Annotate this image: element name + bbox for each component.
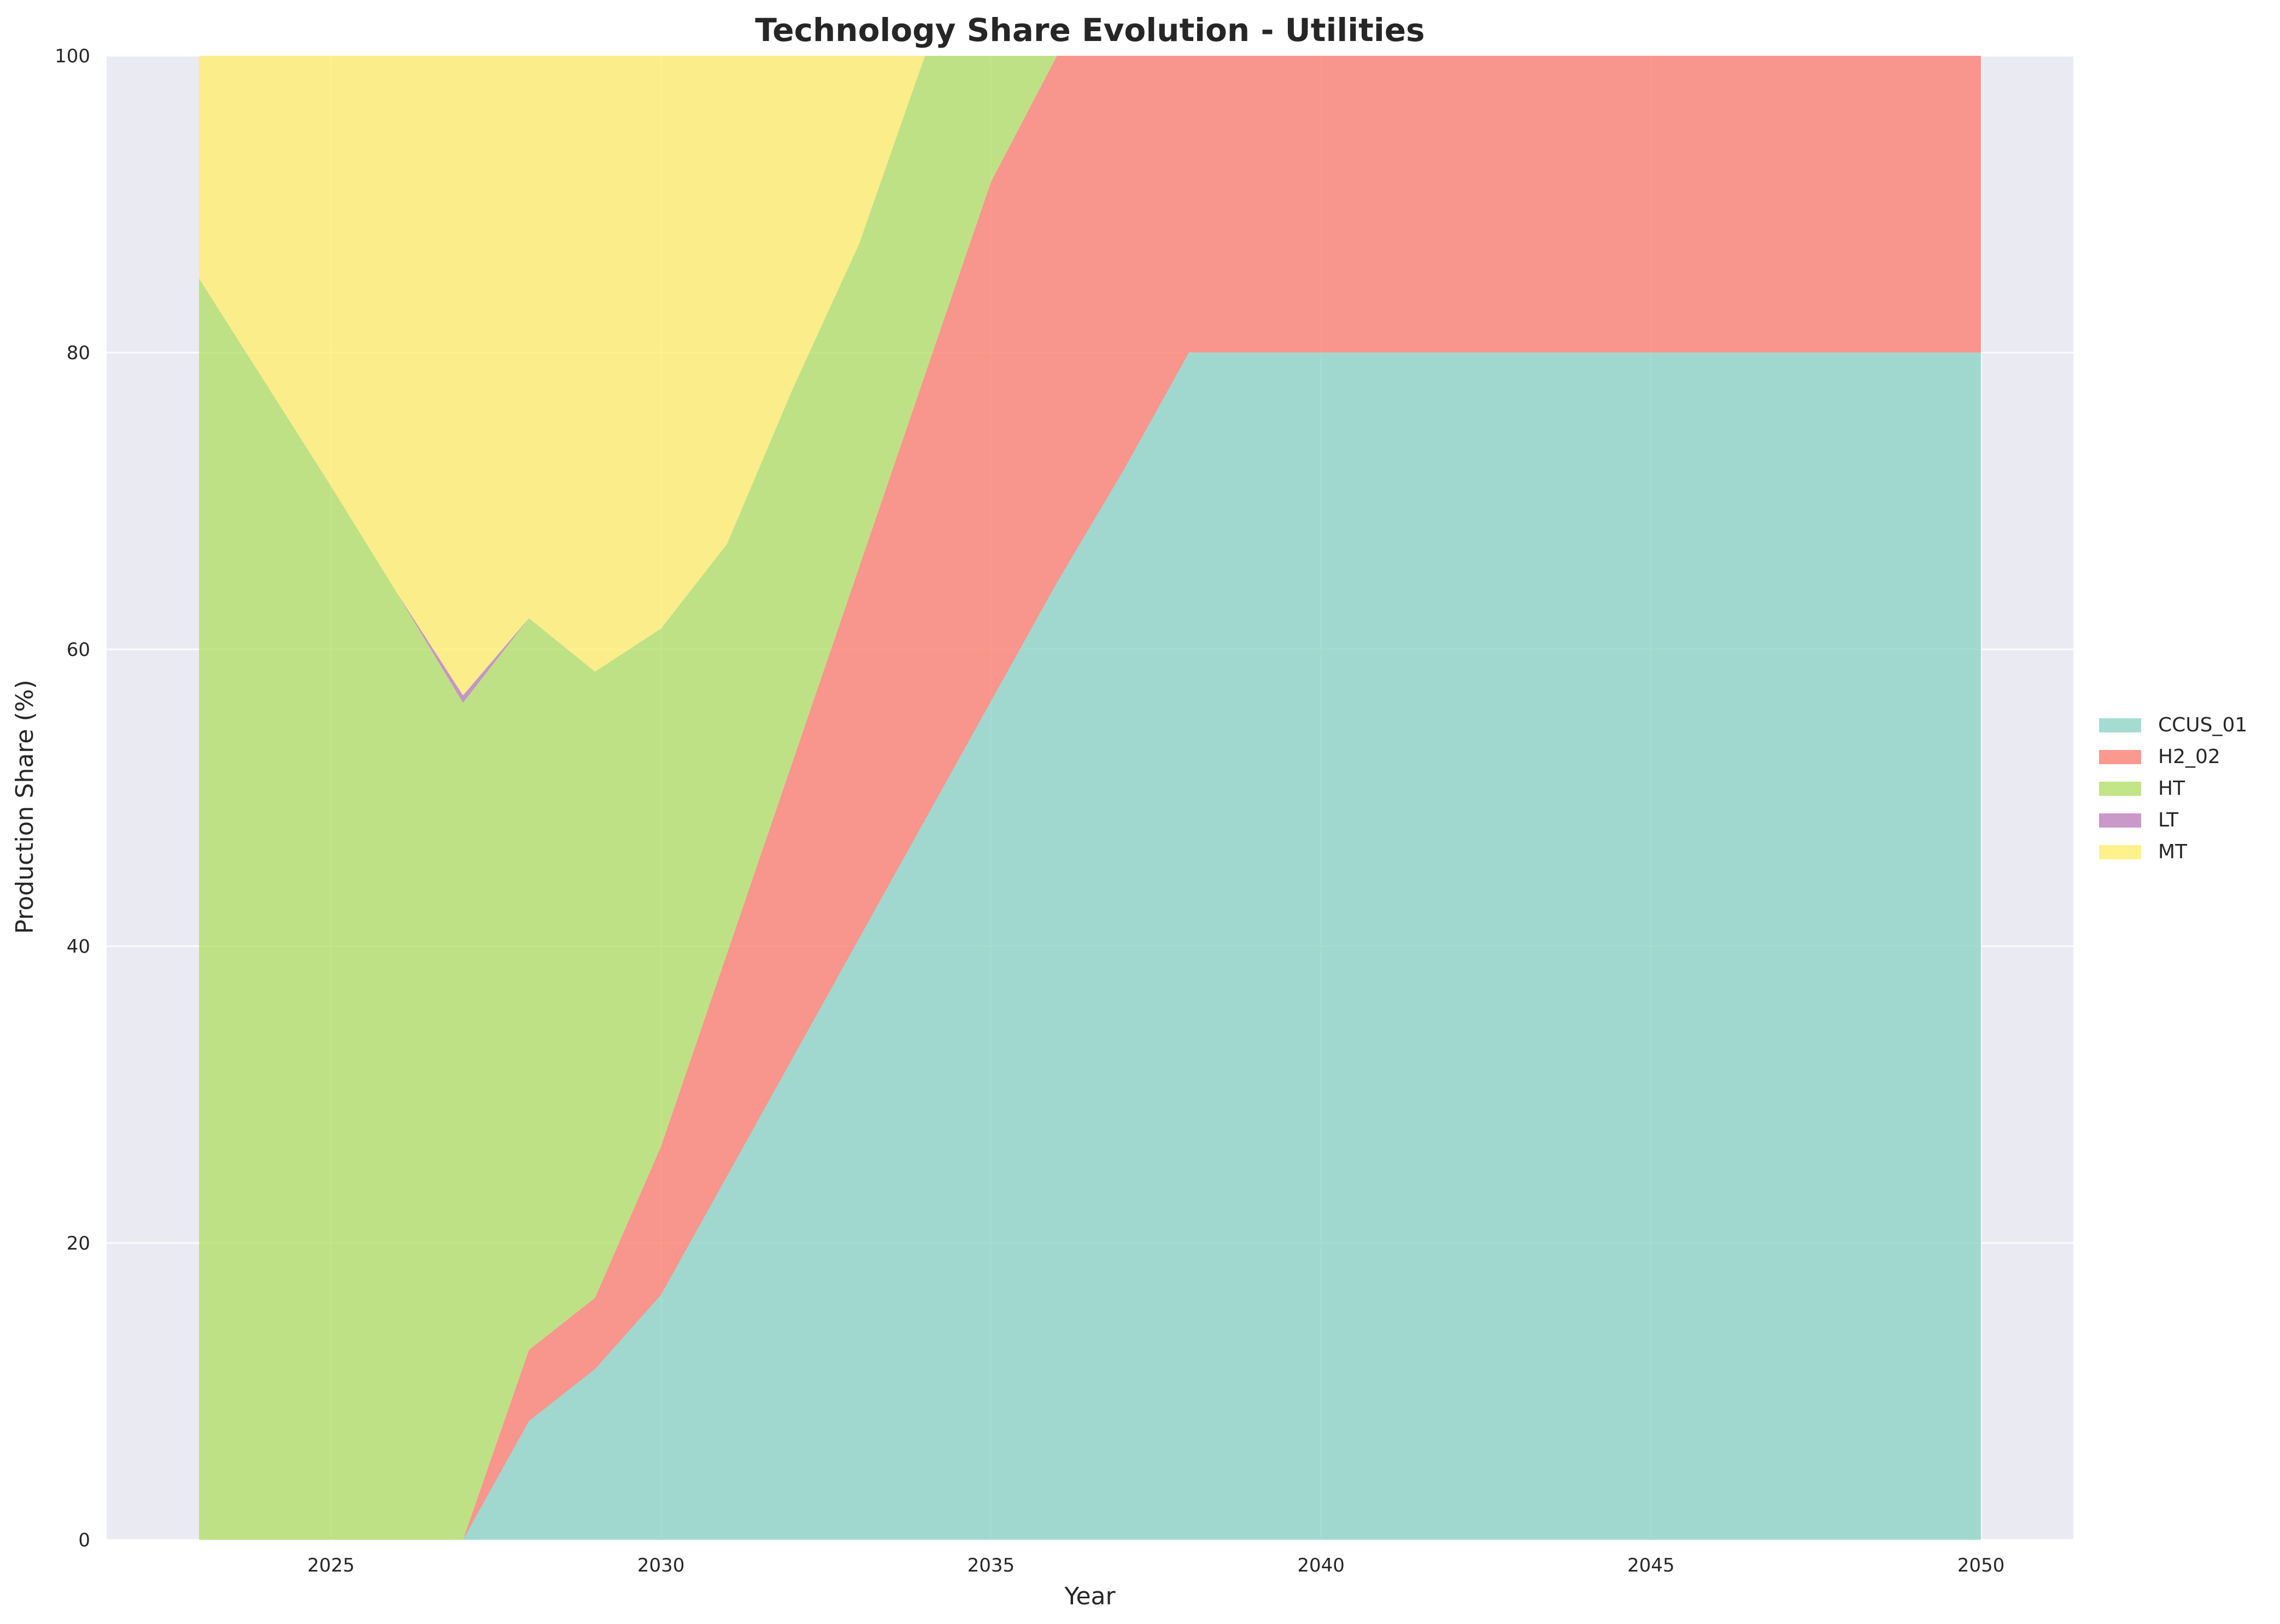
legend-label: MT	[2158, 841, 2188, 863]
x-tick-label: 2025	[307, 1555, 355, 1576]
legend: CCUS_01 H2_02 HT LT MT	[2099, 714, 2247, 863]
y-tick-label: 20	[67, 1233, 90, 1254]
area-ht	[199, 56, 1981, 1540]
legend-label: H2_02	[2158, 746, 2220, 768]
area-h2-02	[199, 56, 1981, 1540]
y-tick-label: 80	[67, 342, 90, 364]
x-axis-label: Year	[1064, 1582, 1116, 1610]
x-tick-label: 2040	[1297, 1555, 1345, 1576]
chart-title: Technology Share Evolution - Utilities	[755, 11, 1425, 49]
x-tick-label: 2035	[968, 1555, 1015, 1576]
y-tick-label: 60	[67, 639, 90, 661]
x-tick-label: 2050	[1957, 1555, 2005, 1576]
area-series	[199, 56, 1981, 1540]
legend-label: LT	[2158, 809, 2179, 831]
legend-label: CCUS_01	[2158, 714, 2247, 736]
area-ccus-01	[199, 353, 1981, 1540]
legend-swatch	[2099, 750, 2141, 764]
legend-swatch	[2099, 813, 2141, 828]
y-tick-label: 40	[67, 936, 90, 958]
y-tick-label: 100	[55, 45, 90, 67]
legend-label: HT	[2158, 777, 2185, 800]
x-tick-label: 2045	[1627, 1555, 1675, 1576]
legend-swatch	[2099, 718, 2141, 732]
area-mt	[199, 56, 1981, 696]
y-axis-label: Production Share (%)	[11, 679, 39, 934]
legend-swatch	[2099, 782, 2141, 796]
y-tick-label: 0	[78, 1529, 90, 1551]
legend-swatch	[2099, 845, 2141, 859]
x-tick-label: 2030	[637, 1555, 685, 1576]
